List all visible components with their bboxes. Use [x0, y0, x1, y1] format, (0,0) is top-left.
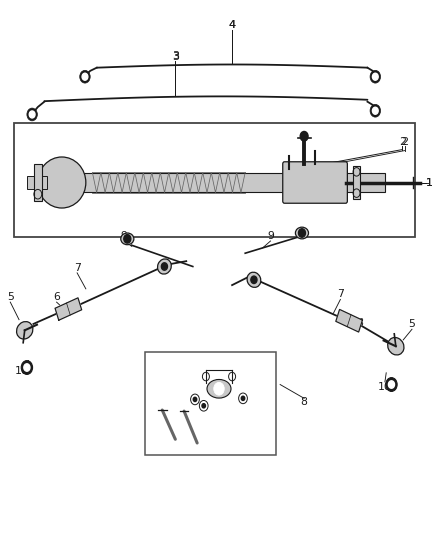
Text: 7: 7 [337, 289, 344, 299]
Text: 2: 2 [401, 136, 408, 147]
Circle shape [372, 107, 378, 114]
Circle shape [161, 263, 167, 270]
Bar [44, 173, 385, 192]
Circle shape [370, 104, 381, 117]
Text: 5: 5 [7, 292, 14, 302]
Text: 10: 10 [15, 366, 28, 376]
Polygon shape [55, 298, 81, 320]
Text: 1: 1 [426, 177, 433, 188]
Circle shape [80, 70, 90, 83]
Circle shape [21, 361, 32, 374]
Bar [353, 166, 360, 199]
Text: 3: 3 [172, 51, 179, 61]
Text: 10: 10 [378, 382, 392, 392]
Text: 2: 2 [399, 136, 406, 147]
Bar [145, 352, 276, 455]
Bar [27, 176, 46, 189]
Circle shape [251, 276, 257, 284]
Polygon shape [336, 310, 362, 332]
Circle shape [82, 73, 88, 80]
Text: 5: 5 [409, 319, 415, 329]
Text: 6: 6 [53, 292, 60, 302]
Ellipse shape [158, 259, 171, 274]
Ellipse shape [121, 233, 134, 245]
Text: 1: 1 [426, 177, 433, 188]
Ellipse shape [17, 321, 33, 339]
Ellipse shape [207, 379, 231, 398]
Text: 9: 9 [267, 231, 274, 241]
Text: 8: 8 [301, 397, 307, 407]
Circle shape [300, 132, 308, 141]
Circle shape [386, 377, 397, 391]
Circle shape [29, 111, 35, 118]
Bar [14, 123, 416, 237]
Circle shape [372, 73, 378, 80]
Text: 7: 7 [74, 263, 81, 272]
Text: 4: 4 [229, 20, 236, 30]
Circle shape [298, 229, 305, 237]
Text: 9: 9 [121, 231, 128, 241]
Ellipse shape [388, 337, 404, 355]
Circle shape [193, 397, 197, 401]
Circle shape [124, 235, 131, 243]
Text: 4: 4 [229, 20, 236, 30]
Text: 6: 6 [356, 318, 363, 328]
Circle shape [24, 364, 30, 371]
Ellipse shape [247, 272, 261, 287]
Circle shape [214, 382, 224, 395]
Text: 3: 3 [172, 52, 179, 61]
Bar [34, 164, 42, 201]
Circle shape [241, 396, 245, 400]
Circle shape [27, 108, 37, 121]
Circle shape [370, 70, 381, 83]
Circle shape [389, 381, 395, 388]
Circle shape [202, 403, 205, 408]
FancyBboxPatch shape [283, 162, 347, 203]
Ellipse shape [295, 227, 308, 239]
Ellipse shape [38, 157, 86, 208]
